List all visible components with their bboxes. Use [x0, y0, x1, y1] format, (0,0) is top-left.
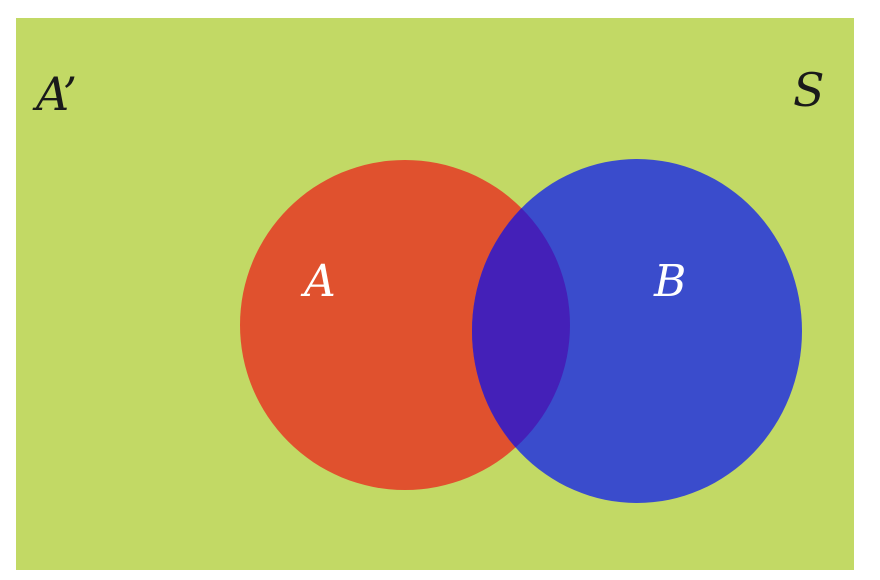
set-b-label: B [653, 256, 686, 307]
set-a-circle [240, 160, 570, 490]
set-a-label: A [300, 256, 336, 307]
universe-label: S [793, 63, 825, 117]
complement-label: A’ [32, 67, 77, 121]
set-b-circle [472, 159, 802, 503]
